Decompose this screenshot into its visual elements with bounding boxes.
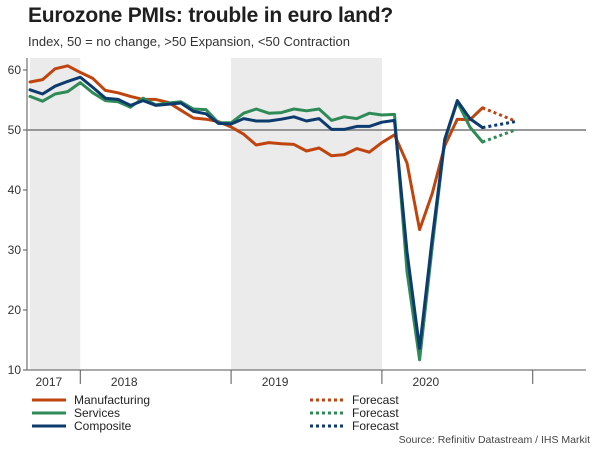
y-tick-label-60: 60	[8, 63, 22, 77]
series-forecast-services	[481, 128, 516, 144]
x-year-label-2018: 2018	[111, 375, 138, 389]
y-tick-label-50: 50	[8, 123, 22, 137]
series-forecast-manufacturing	[481, 106, 516, 123]
source-note: Source: Refinitiv Datastream / IHS Marki…	[398, 434, 590, 446]
legend-label-services: Services	[74, 406, 120, 420]
x-year-label-2017: 2017	[36, 375, 63, 389]
legend-label-composite: Composite	[74, 419, 132, 433]
chart-title: Eurozone PMIs: trouble in euro land?	[28, 4, 393, 27]
legend-label-manufacturing: Manufacturing	[74, 393, 150, 407]
legend-label-manufacturing-forecast: Forecast	[352, 393, 399, 407]
legend-label-services-forecast: Forecast	[352, 406, 399, 420]
series-line-manufacturing	[28, 64, 484, 232]
x-year-label-2020: 2020	[413, 375, 440, 389]
x-year-label-2019: 2019	[262, 375, 289, 389]
shaded-period-1	[231, 58, 382, 370]
series-line-services	[28, 81, 484, 362]
series-line-composite	[28, 75, 484, 350]
y-tick-label-10: 10	[8, 363, 22, 377]
series-forecast-composite	[482, 120, 516, 130]
legend-label-composite-forecast: Forecast	[352, 419, 399, 433]
y-tick-label-20: 20	[8, 303, 22, 317]
shaded-period-0	[30, 58, 81, 370]
chart-subtitle: Index, 50 = no change, >50 Expansion, <5…	[28, 34, 350, 49]
y-tick-label-40: 40	[8, 183, 22, 197]
y-tick-label-30: 30	[8, 243, 22, 257]
